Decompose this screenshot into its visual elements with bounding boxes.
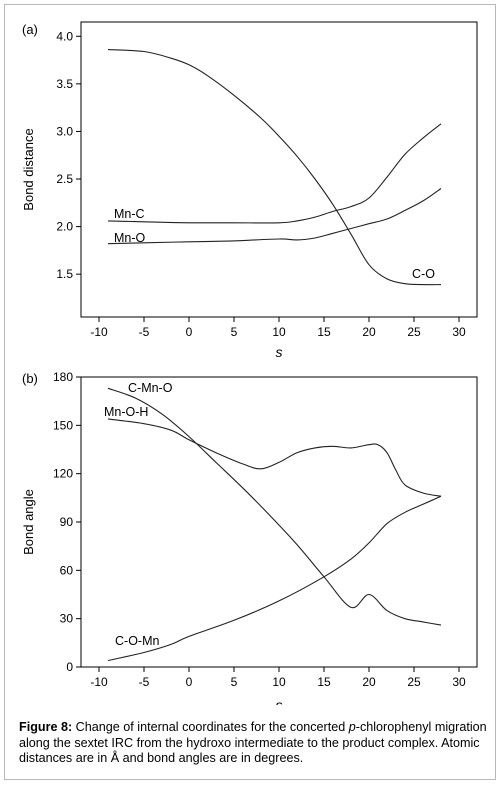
y-tick-label: 3.0 (56, 124, 73, 138)
y-tick-label: 90 (60, 515, 74, 529)
x-tick-label: 30 (452, 325, 466, 339)
y-axis-label: Bond angle (21, 489, 36, 555)
figure-label: Figure 8: (19, 720, 73, 734)
x-tick-label: -10 (90, 675, 108, 689)
series-line-c-o-mn (107, 495, 442, 662)
y-tick-label: 120 (53, 467, 73, 481)
x-tick-label: 20 (362, 675, 376, 689)
series-line-c-mn-o (107, 387, 442, 626)
x-tick-label: 15 (317, 675, 331, 689)
y-axis-label: Bond distance (21, 128, 36, 210)
y-tick-label: 2.0 (56, 220, 73, 234)
x-tick-label: 25 (407, 675, 421, 689)
x-tick-label: 15 (317, 325, 331, 339)
series-label-mn-o: Mn-O (114, 231, 146, 245)
panel-label: (a) (22, 22, 38, 37)
x-tick-label: 5 (231, 675, 238, 689)
x-tick-label: -5 (139, 325, 150, 339)
series-label-c-mn-o: C-Mn-O (128, 381, 173, 395)
series-line-mn-o-h (107, 418, 442, 497)
figure-caption: Figure 8: Change of internal coordinates… (19, 720, 487, 767)
y-tick-label: 0 (66, 660, 73, 674)
x-tick-label: 30 (452, 675, 466, 689)
x-axis-label: s (276, 697, 283, 705)
x-tick-label: 0 (186, 325, 193, 339)
x-tick-label: -5 (139, 675, 150, 689)
caption-italic: p (348, 720, 356, 734)
y-tick-label: 60 (60, 563, 74, 577)
figure-frame (4, 4, 496, 780)
series-line-mn-c (107, 123, 442, 224)
y-tick-label: 3.5 (56, 77, 73, 91)
x-tick-label: 20 (362, 325, 376, 339)
y-tick-label: 30 (60, 612, 74, 626)
x-tick-label: 25 (407, 325, 421, 339)
chart-bond-angle: (b) 0 30 60 90 120 150 180 -10 -5 0 5 10 15 20 25 30 Bond… (21, 370, 478, 705)
y-tick-label: 2.5 (56, 172, 73, 186)
series-label-c-o: C-O (412, 267, 435, 281)
x-tick-label: 10 (272, 675, 286, 689)
series-line-c-o (107, 49, 442, 286)
x-tick-label: 5 (231, 325, 238, 339)
x-tick-label: 0 (186, 675, 193, 689)
series-label-mn-o-h: Mn-O-H (104, 405, 148, 419)
series-label-mn-c: Mn-C (114, 207, 145, 221)
y-tick-label: 150 (53, 418, 73, 432)
x-tick-label: -10 (90, 325, 108, 339)
caption-text-2: -chlorophenyl migration along the sextet… (19, 720, 487, 765)
series-line-mn-o (107, 188, 442, 245)
x-tick-label: 10 (272, 325, 286, 339)
y-tick-label: 4.0 (56, 29, 73, 43)
caption-text-1: Change of internal coordinates for the c… (72, 720, 349, 734)
series-label-c-o-mn: C-O-Mn (115, 634, 159, 648)
chart-bond-distance: (a) 1.5 2.0 2.5 3.0 3.5 4.0 -10 -5 0 5 10 15 20 25 30 Bo… (21, 21, 478, 360)
panel-label: (b) (22, 371, 38, 386)
y-tick-label: 180 (53, 370, 73, 384)
y-tick-label: 1.5 (56, 267, 73, 281)
x-axis-label: s (276, 344, 283, 360)
plot-frame (80, 376, 478, 668)
